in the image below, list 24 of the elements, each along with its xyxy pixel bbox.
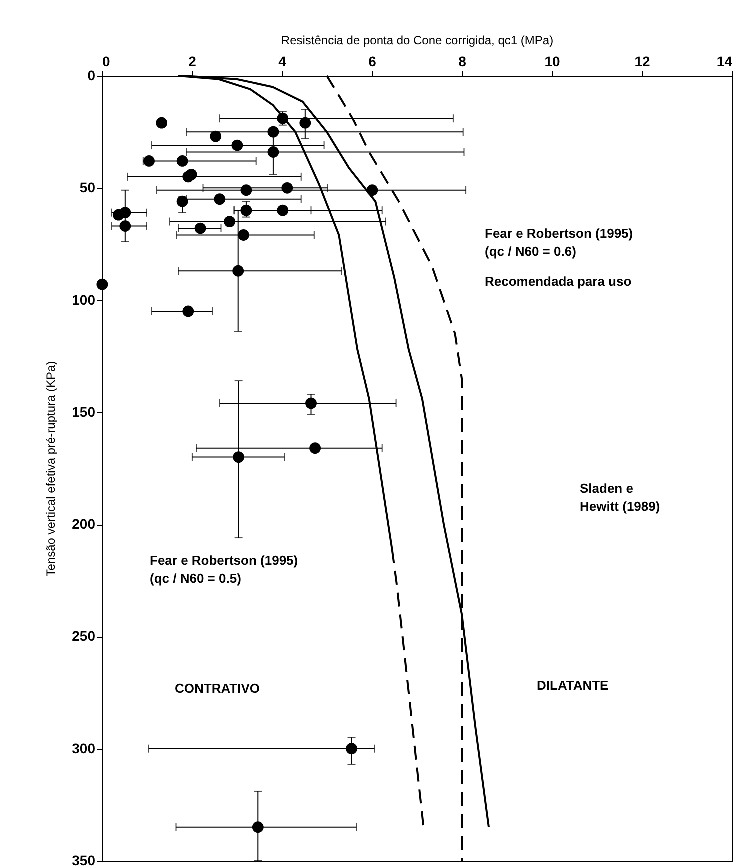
y-tick-label: 150	[72, 404, 96, 420]
x-tick-label: 12	[634, 54, 650, 70]
y-tick-label: 50	[80, 180, 96, 196]
annotation: Sladen e Hewitt (1989)	[580, 481, 660, 514]
y-tick-label: 100	[72, 292, 96, 308]
y-axis-title: Tensão vertical efetiva pré-ruptura (KPa)	[44, 361, 58, 577]
x-tick-label: 14	[716, 54, 733, 70]
x-tick-label: 0	[102, 54, 110, 70]
y-tick-label: 200	[72, 516, 96, 532]
annotation: Recomendada para uso	[485, 274, 632, 289]
y-tick-label: 300	[72, 740, 96, 756]
annotation: CONTRATIVO	[175, 681, 260, 696]
x-tick-label: 2	[188, 54, 197, 70]
annotation: Fear e Robertson (1995) (qc / N60 = 0.6)	[485, 226, 634, 259]
x-tick-label: 4	[278, 54, 287, 70]
y-tick-label: 0	[88, 68, 96, 84]
x-axis-title: Resistência de ponta do Cone corrigida, qc1 (MPa)	[281, 34, 554, 48]
annotation: DILATANTE	[537, 678, 610, 693]
x-tick-label: 6	[368, 54, 377, 70]
annotation: Fear e Robertson (1995) (qc / N60 = 0.5)	[150, 553, 298, 586]
y-tick-label: 350	[72, 852, 96, 868]
x-tick-label: 10	[544, 54, 560, 70]
y-tick-label: 250	[72, 628, 96, 644]
x-tick-label: 8	[458, 54, 467, 70]
